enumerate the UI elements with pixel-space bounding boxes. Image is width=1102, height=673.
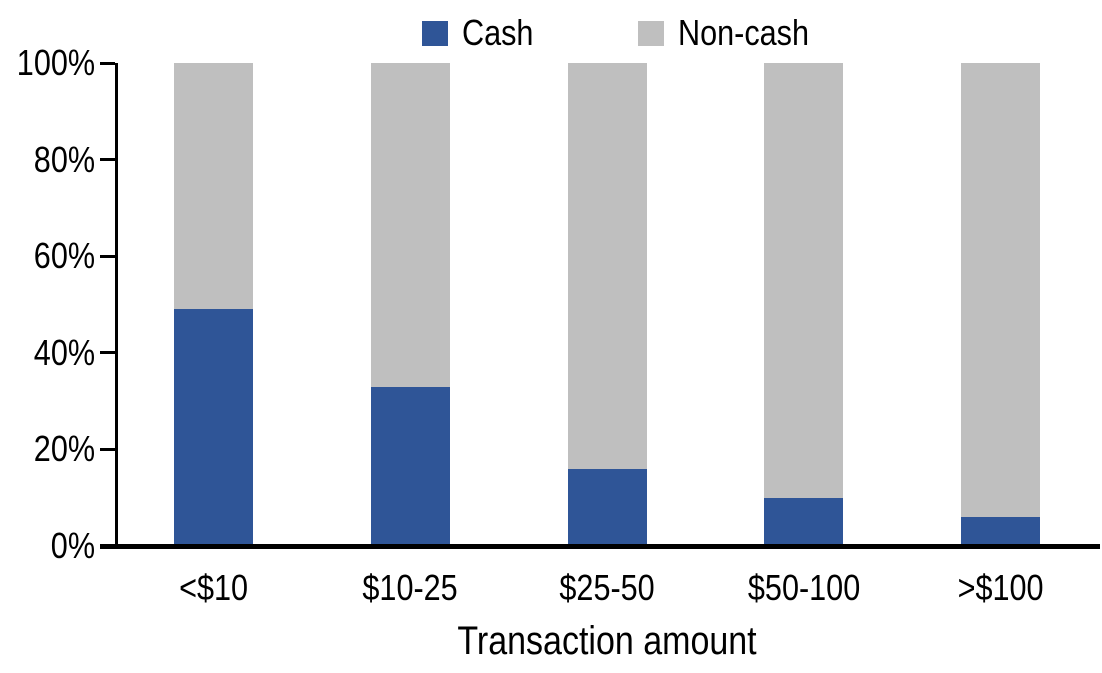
y-tick-label: 100% (0, 45, 95, 81)
y-tick-label-text: 20% (33, 428, 95, 470)
x-category-label: <$10 (93, 570, 333, 606)
y-tick-label-text: 80% (33, 138, 95, 180)
chart-legend: Cash Non-cash (422, 14, 832, 52)
y-tick-label: 20% (0, 431, 95, 467)
legend-label-cash: Cash (462, 12, 534, 53)
x-category-label: $25-50 (487, 570, 727, 606)
noncash-series-swatch-icon (638, 20, 665, 46)
x-category-label-text: >$100 (957, 567, 1044, 608)
y-tick-mark (100, 158, 115, 162)
y-tick-mark (100, 351, 115, 355)
y-tick-label: 80% (0, 138, 95, 180)
bar-segment-cash (173, 309, 253, 546)
y-tick-label-text: 100% (16, 42, 95, 83)
y-tick-mark (100, 254, 115, 258)
x-category-label-text: $50-100 (747, 567, 860, 608)
x-axis-title: Transaction amount (115, 620, 1099, 662)
legend-item-cash: Cash (422, 14, 546, 52)
x-category-label: >$100 (881, 570, 1102, 606)
y-tick-label-text: 40% (33, 331, 95, 373)
legend-label-noncash: Non-cash (678, 12, 810, 53)
y-tick-label-text: 0% (50, 525, 95, 566)
y-axis-line (115, 63, 118, 549)
bar-segment-noncash (370, 63, 450, 387)
legend-item-noncash: Non-cash (638, 14, 832, 52)
x-axis-title-text: Transaction amount (457, 619, 757, 663)
cash-series-swatch-icon (422, 20, 448, 46)
x-category-label: $50-100 (684, 570, 924, 606)
bar-segment-cash (764, 497, 844, 546)
y-tick-label: 60% (0, 238, 95, 274)
x-category-label-text: $10-25 (362, 567, 458, 608)
x-axis-line (100, 544, 1100, 549)
x-category-label-text: $25-50 (559, 567, 655, 608)
x-category-label-text: <$10 (178, 567, 248, 608)
y-tick-mark (100, 61, 115, 65)
bar-segment-cash (961, 517, 1041, 546)
y-tick-mark (100, 447, 115, 451)
bar-segment-noncash (764, 63, 844, 498)
bar-segment-noncash (173, 63, 253, 310)
bar-segment-noncash (961, 63, 1041, 518)
bar-segment-cash (370, 386, 450, 546)
x-category-label: $10-25 (290, 570, 530, 606)
y-tick-label: 40% (0, 331, 95, 373)
bar-segment-noncash (567, 63, 647, 469)
y-tick-label-text: 60% (33, 235, 95, 277)
y-tick-label: 0% (0, 528, 95, 564)
bar-segment-cash (567, 468, 647, 546)
